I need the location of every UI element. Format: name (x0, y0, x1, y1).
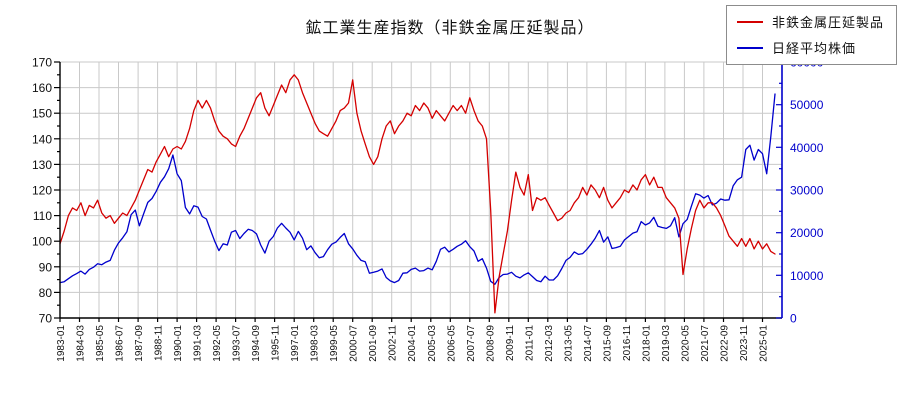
x-tick-label: 1990-01 (173, 325, 184, 362)
x-tick-label: 2021-07 (700, 325, 711, 362)
right-tick-label: 50000 (790, 98, 824, 112)
production-index-series-line (59, 74, 776, 314)
right-tick-label: 0 (790, 312, 797, 326)
x-tick-label: 2001-09 (368, 325, 379, 362)
right-tick-label: 20000 (790, 226, 824, 240)
x-tick-label: 2005-03 (427, 325, 438, 362)
x-tick-label: 1984-03 (76, 325, 87, 362)
legend-item-nikkei: 日経平均株価 (736, 38, 884, 57)
left-tick-label: 160 (32, 81, 52, 95)
nikkei-series-line (59, 93, 776, 285)
x-tick-label: 1987-09 (134, 325, 145, 362)
left-tick-label: 110 (33, 209, 52, 223)
x-tick-label: 2014-07 (583, 325, 594, 362)
red-line-swatch-icon (736, 20, 763, 23)
x-tick-label: 1995-11 (271, 325, 282, 361)
left-tick-label: 170 (32, 56, 52, 70)
right-tick-label: 30000 (790, 184, 824, 198)
x-tick-label: 2009-11 (505, 325, 516, 361)
x-tick-label: 2002-11 (388, 325, 399, 361)
x-tick-label: 2018-01 (641, 325, 652, 362)
x-tick-label: 2013-05 (563, 325, 574, 362)
x-tick-label: 2023-11 (739, 325, 750, 361)
legend-label: 非鉄金属圧延製品 (771, 15, 884, 30)
right-tick-label: 10000 (790, 269, 824, 283)
x-tick-label: 1986-07 (115, 325, 126, 362)
left-tick-label: 80 (39, 286, 53, 300)
x-tick-label: 1998-03 (310, 325, 321, 362)
x-tick-label: 2008-09 (485, 325, 496, 362)
x-tick-label: 2019-03 (661, 325, 672, 362)
left-tick-label: 90 (39, 260, 53, 274)
x-tick-label: 2006-05 (446, 325, 457, 362)
legend-label: 日経平均株価 (771, 41, 856, 56)
x-tick-label: 1983-01 (56, 325, 67, 362)
right-tick-label: 40000 (790, 141, 824, 155)
x-tick-label: 1991-03 (193, 325, 204, 362)
x-tick-label: 2016-11 (622, 325, 633, 361)
blue-line-swatch-icon (736, 46, 763, 49)
x-tick-label: 2022-09 (719, 325, 730, 362)
x-tick-label: 1994-09 (251, 325, 262, 362)
x-tick-label: 2012-03 (544, 325, 555, 362)
x-tick-label: 2011-01 (524, 325, 535, 361)
left-tick-label: 100 (32, 235, 52, 249)
left-tick-label: 150 (32, 107, 52, 121)
x-tick-label: 1997-01 (290, 325, 301, 362)
x-tick-label: 2004-01 (407, 325, 418, 362)
left-tick-label: 70 (39, 312, 53, 326)
left-tick-label: 140 (32, 132, 52, 146)
x-tick-label: 2020-05 (680, 325, 691, 362)
x-tick-label: 2015-09 (602, 325, 613, 362)
x-tick-label: 1993-07 (232, 325, 243, 362)
left-tick-label: 120 (32, 184, 52, 198)
legend-item-production-index: 非鉄金属圧延製品 (736, 12, 884, 31)
x-tick-label: 1985-05 (95, 325, 106, 362)
chart-title: 鉱工業生産指数（非鉄金属圧延製品） (305, 20, 595, 37)
x-tick-label: 1999-05 (329, 325, 340, 362)
x-tick-label: 2007-07 (466, 325, 477, 362)
x-tick-label: 1992-05 (212, 325, 223, 362)
x-tick-label: 1988-11 (154, 325, 165, 361)
x-tick-label: 2025-01 (758, 325, 769, 362)
legend: 非鉄金属圧延製品 日経平均株価 (725, 5, 897, 65)
x-tick-label: 2000-07 (349, 325, 360, 362)
left-tick-label: 130 (32, 158, 52, 172)
